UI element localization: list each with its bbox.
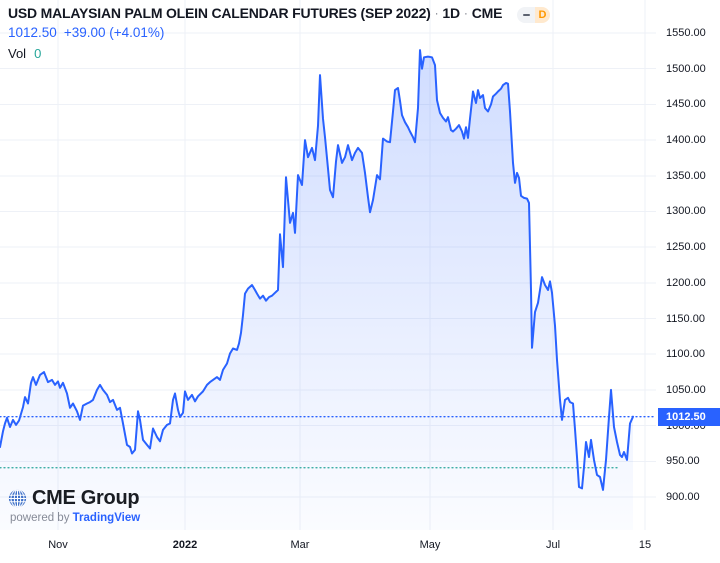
tradingview-link[interactable]: TradingView	[72, 512, 141, 524]
volume-label: Vol	[8, 45, 27, 61]
interval-badge-letter[interactable]: D	[535, 7, 550, 23]
exchange-label[interactable]: CME	[471, 5, 503, 21]
last-price-tag: 1012.50	[658, 407, 720, 426]
price-axis-label: 1300.00	[666, 205, 706, 218]
price-axis-label: 1150.00	[666, 312, 705, 325]
chart-legend: USD MALAYSIAN PALM OLEIN CALENDAR FUTURE…	[8, 6, 502, 60]
price-axis-label: 1050.00	[666, 383, 706, 396]
chart-pane[interactable]: USD MALAYSIAN PALM OLEIN CALENDAR FUTURE…	[0, 0, 656, 530]
price-axis-label: 1250.00	[666, 241, 706, 254]
time-axis-label: 15	[638, 539, 652, 551]
price-axis-label: 1550.00	[666, 27, 706, 39]
symbol-title-row: USD MALAYSIAN PALM OLEIN CALENDAR FUTURE…	[8, 6, 502, 20]
price-line-series	[0, 49, 634, 491]
price-axis[interactable]: 1012.50 1550.00 1500.00 1450.00 1400.00 1350…	[656, 0, 720, 530]
powered-by-row: powered by TradingView	[10, 512, 140, 524]
time-axis-label: May	[419, 539, 441, 551]
price-change-value: +39.00 (+4.01%)	[63, 25, 165, 40]
time-axis-label: Jul	[545, 539, 561, 551]
cme-group-logo-text[interactable]: CME Group	[32, 487, 140, 509]
price-axis-label: 900.00	[666, 491, 700, 503]
legend-collapse-button[interactable]	[517, 7, 535, 23]
volume-value: 0	[34, 45, 42, 61]
price-row: 1012.50 +39.00 (+4.01%)	[8, 26, 502, 40]
title-separator: ·	[463, 6, 468, 20]
price-axis-label: 1350.00	[666, 169, 706, 182]
price-axis-label: 1500.00	[666, 62, 706, 75]
price-axis-label: 950.00	[666, 455, 700, 468]
series	[0, 49, 656, 530]
price-chart	[0, 0, 656, 530]
time-axis-label: Mar	[290, 539, 310, 551]
cme-logo-row: CME Group	[8, 487, 140, 510]
powered-by-label: powered by	[10, 512, 70, 524]
time-axis[interactable]: Nov 2022 Mar May Jul 15	[0, 530, 720, 563]
legend-interval-badge[interactable]: D	[517, 7, 550, 23]
interval-label[interactable]: 1D	[442, 5, 460, 21]
symbol-title[interactable]: USD MALAYSIAN PALM OLEIN CALENDAR FUTURE…	[8, 5, 431, 21]
price-axis-label: 1100.00	[666, 348, 705, 361]
volume-row: Vol 0	[8, 47, 502, 60]
area-fill	[0, 50, 633, 530]
title-separator: ·	[434, 6, 439, 20]
minus-dash-icon	[522, 14, 530, 16]
last-price-value: 1012.50	[8, 25, 57, 40]
time-axis-label: Nov	[48, 539, 68, 551]
price-axis-label: 1400.00	[666, 134, 706, 147]
globe-icon	[8, 489, 27, 508]
attribution-logo[interactable]: CME Group powered by TradingView	[8, 487, 140, 524]
price-axis-label: 1450.00	[666, 98, 706, 111]
price-axis-label: 1200.00	[666, 276, 706, 289]
time-axis-label: 2022	[172, 539, 198, 551]
